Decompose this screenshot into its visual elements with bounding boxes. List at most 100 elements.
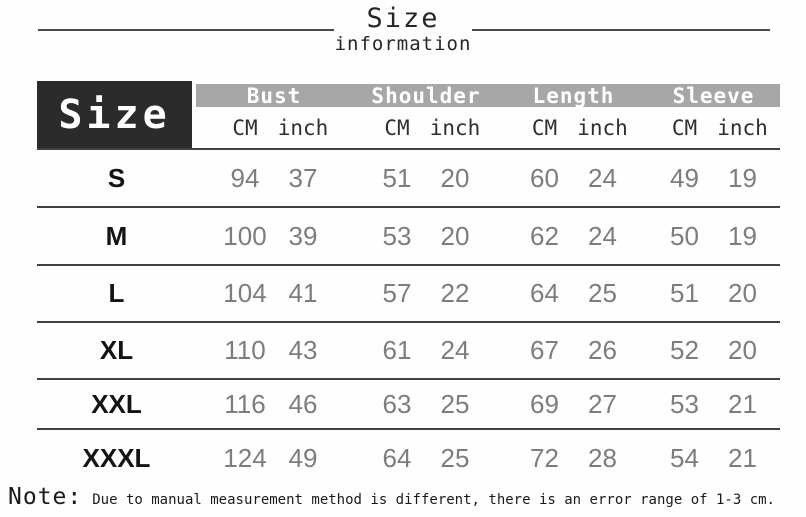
value-cell: 20 — [728, 278, 757, 308]
size-table: Size Bust Shoulder Length Sleeve CM inch… — [37, 81, 780, 486]
units-shoulder: CM inch — [352, 116, 500, 140]
table-row: S 94 37 51 20 60 24 49 19 — [37, 148, 780, 206]
value-cell: 54 — [670, 442, 699, 473]
unit-inch-label: inch — [277, 115, 329, 140]
table-row: XXXL 124 49 64 25 72 28 54 21 — [37, 428, 780, 486]
page-subtitle: information — [334, 33, 472, 55]
table-header-right: Bust Shoulder Length Sleeve CM inch CM i… — [192, 81, 780, 148]
unit-inch-label: inch — [717, 115, 768, 140]
size-label: XL — [99, 335, 134, 365]
value-cell: 51 — [382, 162, 412, 193]
note-text: Due to manual measurement method is diff… — [92, 492, 775, 508]
size-label: M — [105, 220, 128, 251]
size-label: XXXL — [82, 442, 151, 473]
value-cell: 41 — [288, 278, 318, 308]
bust-cells: 104 41 — [196, 278, 352, 309]
value-cell: 22 — [440, 278, 470, 308]
value-cell: 50 — [670, 220, 699, 251]
value-cell: 49 — [288, 442, 318, 473]
title-rule-left — [38, 29, 334, 31]
table-row: XL 110 43 61 24 67 26 52 20 — [37, 321, 780, 378]
value-cell: 39 — [288, 220, 318, 251]
units-length: CM inch — [500, 116, 647, 140]
table-header: Size Bust Shoulder Length Sleeve CM inch… — [37, 81, 780, 148]
shoulder-cells: 61 24 — [352, 335, 500, 366]
value-cell: 53 — [382, 220, 412, 251]
page-title: Size — [366, 3, 440, 34]
value-cell: 20 — [440, 162, 470, 193]
sleeve-cells: 53 21 — [647, 389, 780, 420]
unit-cm-label: CM — [671, 115, 698, 140]
unit-cm-label: CM — [232, 115, 258, 140]
column-group-sleeve: Sleeve — [672, 83, 755, 108]
title-block: Size information — [0, 0, 806, 55]
value-cell: 53 — [670, 388, 699, 419]
length-cells: 60 24 — [500, 163, 647, 194]
value-cell: 19 — [728, 220, 757, 251]
value-cell: 57 — [382, 278, 412, 308]
unit-cm-label: CM — [384, 115, 410, 140]
shoulder-cells: 57 22 — [352, 278, 500, 309]
value-cell: 72 — [530, 442, 559, 473]
value-cell: 67 — [530, 335, 559, 365]
value-cell: 25 — [440, 442, 470, 473]
size-label: L — [108, 278, 125, 308]
unit-cm-label: CM — [531, 115, 558, 140]
length-cells: 69 27 — [500, 389, 647, 420]
length-cells: 72 28 — [500, 443, 647, 474]
sleeve-cells: 52 20 — [647, 335, 780, 366]
column-group-bar: Bust Shoulder Length Sleeve — [196, 83, 780, 108]
value-cell: 20 — [440, 220, 470, 251]
value-cell: 116 — [224, 388, 266, 419]
value-cell: 51 — [670, 278, 699, 308]
bust-cells: 124 49 — [196, 443, 352, 474]
units-sleeve: CM inch — [647, 116, 780, 140]
value-cell: 25 — [440, 388, 470, 419]
value-cell: 46 — [288, 388, 318, 419]
column-group-length: Length — [532, 83, 615, 108]
value-cell: 24 — [440, 335, 470, 365]
value-cell: 100 — [223, 220, 267, 251]
units-row: CM inch CM inch CM inch CM inch — [196, 107, 780, 148]
shoulder-cells: 64 25 — [352, 443, 500, 474]
sleeve-cells: 54 21 — [647, 443, 780, 474]
length-cells: 64 25 — [500, 278, 647, 309]
value-cell: 20 — [728, 335, 757, 365]
sleeve-cells: 50 19 — [647, 221, 780, 252]
shoulder-cells: 63 25 — [352, 389, 500, 420]
value-cell: 104 — [223, 278, 267, 308]
shoulder-cells: 51 20 — [352, 163, 500, 194]
value-cell: 21 — [728, 442, 757, 473]
value-cell: 27 — [588, 388, 617, 419]
table-row: L 104 41 57 22 64 25 51 20 — [37, 264, 780, 321]
value-cell: 69 — [530, 388, 559, 419]
bust-cells: 110 43 — [196, 335, 352, 366]
value-cell: 24 — [588, 220, 617, 251]
title-rule-right — [472, 29, 770, 31]
value-cell: 64 — [382, 442, 412, 473]
table-row: M 100 39 53 20 62 24 50 19 — [37, 206, 780, 264]
value-cell: 37 — [288, 162, 318, 193]
length-cells: 67 26 — [500, 335, 647, 366]
value-cell: 26 — [588, 335, 617, 365]
size-label: XXL — [91, 388, 142, 419]
value-cell: 62 — [530, 220, 559, 251]
size-corner-header: Size — [37, 81, 192, 148]
length-cells: 62 24 — [500, 221, 647, 252]
value-cell: 19 — [728, 162, 757, 193]
value-cell: 124 — [223, 442, 267, 473]
value-cell: 24 — [588, 162, 617, 193]
sleeve-cells: 49 19 — [647, 163, 780, 194]
column-group-shoulder: Shoulder — [371, 83, 481, 108]
note-label: Note: — [8, 484, 83, 510]
value-cell: 49 — [670, 162, 699, 193]
value-cell: 63 — [382, 388, 412, 419]
bust-cells: 116 46 — [196, 389, 352, 420]
sleeve-cells: 51 20 — [647, 278, 780, 309]
value-cell: 21 — [728, 388, 757, 419]
measurement-note: Note: Due to manual measurement method i… — [8, 484, 775, 510]
value-cell: 25 — [588, 278, 617, 308]
value-cell: 52 — [670, 335, 699, 365]
size-label: S — [107, 162, 126, 193]
